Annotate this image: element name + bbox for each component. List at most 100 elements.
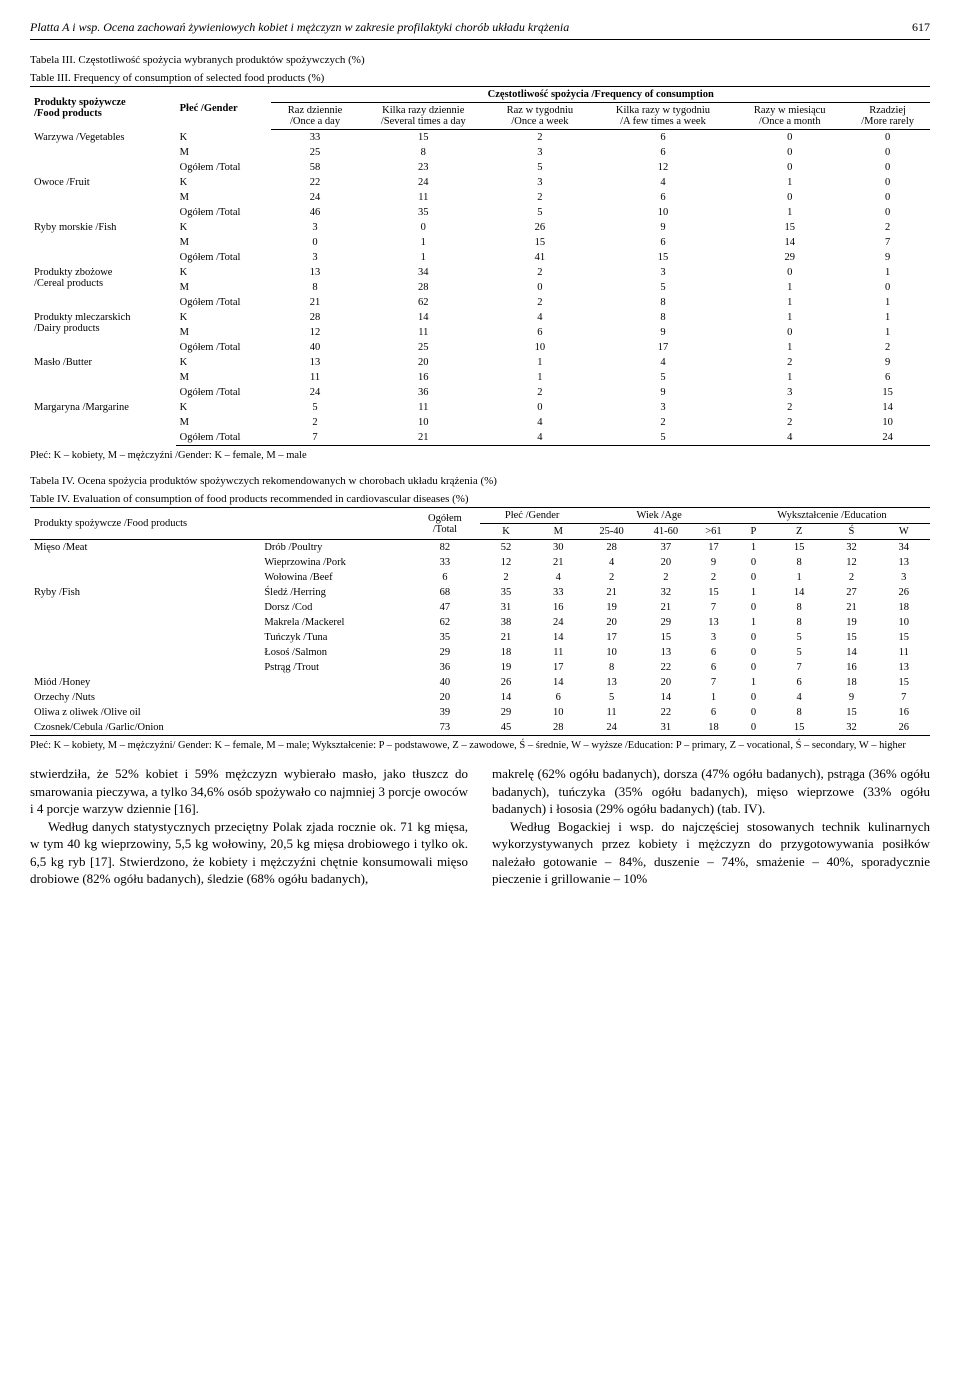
t4-sub-cell: Wieprzowina /Pork xyxy=(260,555,410,570)
t4-sub-cell: Drób /Poultry xyxy=(260,540,410,556)
t4-value-cell: 4 xyxy=(773,690,825,705)
t4-value-cell: 15 xyxy=(639,630,693,645)
t3-value-cell: 1 xyxy=(359,250,488,265)
t3-product-cell: Masło /Butter xyxy=(30,355,176,400)
t3-value-cell: 2 xyxy=(488,295,592,310)
t3-value-cell: 3 xyxy=(734,385,845,400)
t3-value-cell: 2 xyxy=(271,415,358,430)
t3-gender-cell: M xyxy=(176,370,272,385)
t4-value-cell: 5 xyxy=(584,690,638,705)
t4-cat-cell: Mięso /Meat xyxy=(30,540,260,556)
t3-freq-header: Razy w miesiącu/Once a month xyxy=(734,103,845,130)
t3-value-cell: 9 xyxy=(592,325,734,340)
t4-value-cell: 9 xyxy=(825,690,877,705)
t3-value-cell: 22 xyxy=(271,175,358,190)
t4-value-cell: 8 xyxy=(773,615,825,630)
t3-value-cell: 24 xyxy=(271,190,358,205)
t4-col-total: Ogółem/Total xyxy=(410,508,480,540)
table4-caption-en: Table IV. Evaluation of consumption of f… xyxy=(30,493,930,505)
t3-gender-cell: K xyxy=(176,265,272,280)
t4-sub-cell: Pstrąg /Trout xyxy=(260,660,410,675)
t3-gender-cell: M xyxy=(176,235,272,250)
t3-freq-header: Raz dziennie/Once a day xyxy=(271,103,358,130)
t4-value-cell: 20 xyxy=(639,675,693,690)
t3-value-cell: 6 xyxy=(592,130,734,146)
t4-value-cell: 7 xyxy=(693,675,734,690)
t3-value-cell: 5 xyxy=(271,400,358,415)
t3-gender-cell: Ogółem /Total xyxy=(176,205,272,220)
t4-value-cell: 32 xyxy=(825,540,877,556)
body-left-p2: Według danych statystycznych przeciętny … xyxy=(30,818,468,888)
t3-value-cell: 0 xyxy=(734,145,845,160)
t3-gender-cell: K xyxy=(176,220,272,235)
t3-value-cell: 23 xyxy=(359,160,488,175)
t4-value-cell: 47 xyxy=(410,600,480,615)
t4-value-cell: 3 xyxy=(693,630,734,645)
table-row: Orzechy /Nuts2014651410497 xyxy=(30,690,930,705)
t3-value-cell: 46 xyxy=(271,205,358,220)
t4-value-cell: 36 xyxy=(410,660,480,675)
t4-value-cell: 29 xyxy=(639,615,693,630)
t4-value-cell: 0 xyxy=(734,645,773,660)
t3-freq-header: Kilka razy dziennie/Several times a day xyxy=(359,103,488,130)
table-row: Czosnek/Cebula /Garlic/Onion734528243118… xyxy=(30,720,930,736)
t3-value-cell: 0 xyxy=(734,325,845,340)
t4-value-cell: 15 xyxy=(825,630,877,645)
t4-cat-cell xyxy=(30,645,260,660)
t3-value-cell: 11 xyxy=(359,400,488,415)
t3-gender-cell: K xyxy=(176,130,272,146)
t3-product-cell: Produkty zbożowe/Cereal products xyxy=(30,265,176,310)
t3-value-cell: 0 xyxy=(845,145,930,160)
t4-value-cell: 17 xyxy=(532,660,584,675)
t4-value-cell: 0 xyxy=(734,630,773,645)
t3-value-cell: 6 xyxy=(592,190,734,205)
t4-value-cell: 15 xyxy=(878,630,930,645)
header-rule xyxy=(30,39,930,40)
t3-freq-superheader: Częstotliwość spożycia /Frequency of con… xyxy=(271,87,930,103)
t4-value-cell: 7 xyxy=(773,660,825,675)
t3-value-cell: 0 xyxy=(734,130,845,146)
t3-value-cell: 4 xyxy=(592,175,734,190)
t3-value-cell: 1 xyxy=(845,325,930,340)
t3-value-cell: 4 xyxy=(488,310,592,325)
t4-sub-cell xyxy=(260,690,410,705)
t4-value-cell: 10 xyxy=(532,705,584,720)
t3-value-cell: 1 xyxy=(734,340,845,355)
t4-value-cell: 6 xyxy=(693,705,734,720)
t3-value-cell: 7 xyxy=(845,235,930,250)
t3-value-cell: 3 xyxy=(488,145,592,160)
t4-value-cell: 21 xyxy=(532,555,584,570)
t4-value-cell: 17 xyxy=(584,630,638,645)
t3-product-cell: Produkty mleczarskich/Dairy products xyxy=(30,310,176,355)
table3: Produkty spożywcze/Food products Płeć /G… xyxy=(30,86,930,446)
t3-value-cell: 0 xyxy=(734,160,845,175)
t3-value-cell: 1 xyxy=(845,310,930,325)
t4-cat-cell: Orzechy /Nuts xyxy=(30,690,260,705)
t4-value-cell: 14 xyxy=(532,630,584,645)
t3-value-cell: 0 xyxy=(734,265,845,280)
t3-value-cell: 2 xyxy=(845,340,930,355)
t4-value-cell: 2 xyxy=(639,570,693,585)
t3-value-cell: 24 xyxy=(845,430,930,446)
t3-gender-cell: Ogółem /Total xyxy=(176,295,272,310)
t4-value-cell: 0 xyxy=(734,555,773,570)
t4-value-cell: 33 xyxy=(532,585,584,600)
t4-value-cell: 14 xyxy=(480,690,532,705)
t4-value-cell: 10 xyxy=(878,615,930,630)
t3-col-gender: Płeć /Gender xyxy=(176,87,272,130)
t4-value-cell: 0 xyxy=(734,720,773,736)
t3-gender-cell: M xyxy=(176,325,272,340)
t3-value-cell: 11 xyxy=(359,190,488,205)
t3-value-cell: 10 xyxy=(845,415,930,430)
t3-value-cell: 11 xyxy=(359,325,488,340)
t3-value-cell: 0 xyxy=(359,220,488,235)
t3-value-cell: 2 xyxy=(488,385,592,400)
table-row: Mięso /MeatDrób /Poultry8252302837171153… xyxy=(30,540,930,556)
t4-cat-cell xyxy=(30,630,260,645)
t3-value-cell: 33 xyxy=(271,130,358,146)
t3-value-cell: 21 xyxy=(359,430,488,446)
t3-value-cell: 0 xyxy=(845,160,930,175)
table-row: Ryby morskie /FishK30269152 xyxy=(30,220,930,235)
t3-value-cell: 15 xyxy=(488,235,592,250)
t3-gender-cell: K xyxy=(176,355,272,370)
